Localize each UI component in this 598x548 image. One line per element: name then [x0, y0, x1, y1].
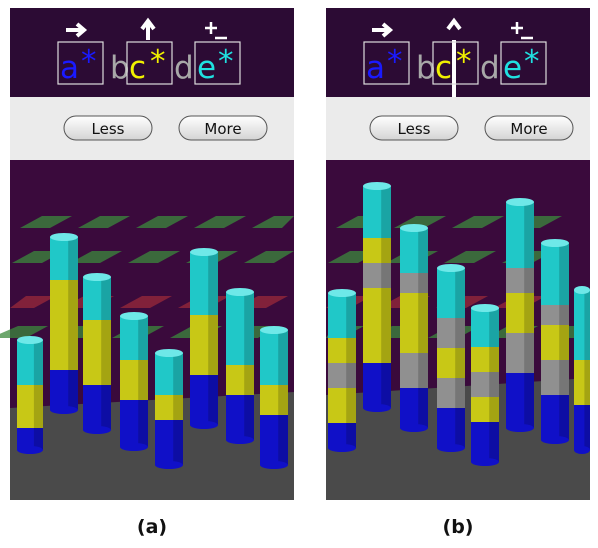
column-shade	[244, 292, 254, 440]
column-shade	[584, 290, 590, 450]
button-label[interactable]: More	[204, 120, 241, 138]
column	[83, 273, 111, 434]
column	[400, 224, 428, 432]
column-bottom	[400, 424, 428, 432]
button[interactable]: More	[485, 116, 573, 140]
panel: a*bc*de*LessMore(a)	[0, 8, 294, 538]
caption: (b)	[443, 516, 474, 538]
button-label[interactable]: Less	[92, 120, 125, 138]
button[interactable]: Less	[370, 116, 458, 140]
page: body { margin: 0; width: 598px; height: …	[0, 0, 598, 544]
column-bottom	[574, 446, 590, 454]
column-shade	[138, 316, 148, 447]
column-top	[190, 248, 218, 256]
column-bottom	[328, 444, 356, 452]
column-top	[226, 288, 254, 296]
button-label[interactable]: More	[510, 120, 547, 138]
column	[328, 289, 356, 452]
column	[363, 182, 391, 412]
column-bottom	[471, 458, 499, 466]
body: {"panels": [ {"query": {"tokens": [{"let…	[0, 0, 598, 544]
token-letter: d	[174, 50, 194, 86]
column-shade	[346, 293, 356, 448]
column-top	[260, 326, 288, 334]
column-bottom	[506, 424, 534, 432]
column-shade	[455, 268, 465, 448]
column-bottom	[190, 421, 218, 429]
token-letter: a	[60, 50, 79, 86]
column-top	[541, 239, 569, 247]
column-top	[17, 336, 43, 344]
column	[226, 288, 254, 444]
column	[120, 312, 148, 451]
column-top	[328, 289, 356, 297]
column	[574, 286, 590, 454]
column-bottom	[363, 404, 391, 412]
token-letter: d	[480, 50, 500, 86]
token-mark: *	[456, 44, 472, 80]
column-bottom	[155, 461, 183, 469]
column-bottom	[226, 436, 254, 444]
column-shade	[381, 186, 391, 408]
column-bottom	[260, 461, 288, 469]
token-letter: e	[503, 50, 522, 86]
column	[260, 326, 288, 469]
column-top	[437, 264, 465, 272]
column-shade	[524, 202, 534, 428]
figure: a*bc*de*LessMore(a)a*bc*de*LessMore(b)	[0, 0, 598, 544]
column-top	[506, 198, 534, 206]
column-bottom	[17, 446, 43, 454]
token-mark: *	[150, 44, 166, 80]
column	[437, 264, 465, 452]
column	[506, 198, 534, 432]
token-letter: e	[197, 50, 216, 86]
column-shade	[34, 340, 43, 450]
column	[541, 239, 569, 444]
column-top	[120, 312, 148, 320]
column-bottom	[437, 444, 465, 452]
column-shade	[208, 252, 218, 425]
column-shade	[278, 330, 288, 465]
token-letter: c	[129, 50, 146, 86]
column-bottom	[120, 443, 148, 451]
column-top	[574, 286, 590, 294]
column	[155, 349, 183, 469]
token-letter: c	[435, 50, 452, 86]
token-letter: a	[366, 50, 385, 86]
button[interactable]: More	[179, 116, 267, 140]
column-top	[83, 273, 111, 281]
button-label[interactable]: Less	[398, 120, 431, 138]
token-mark: *	[387, 44, 403, 80]
column-shade	[101, 277, 111, 430]
column-bottom	[50, 406, 78, 414]
column-top	[50, 233, 78, 241]
column-shade	[173, 353, 183, 465]
column-top	[471, 304, 499, 312]
column-top	[400, 224, 428, 232]
column-shade	[68, 237, 78, 410]
column-top	[363, 182, 391, 190]
token-mark: *	[81, 44, 97, 80]
token-mark: *	[218, 44, 234, 80]
column	[17, 336, 43, 454]
column-shade	[418, 228, 428, 428]
column	[50, 233, 78, 414]
button[interactable]: Less	[64, 116, 152, 140]
token-mark: *	[524, 44, 540, 80]
column-shade	[489, 308, 499, 462]
column	[190, 248, 218, 429]
column	[471, 304, 499, 466]
caption: (a)	[137, 516, 167, 538]
column-bottom	[83, 426, 111, 434]
column-shade	[559, 243, 569, 440]
column-top	[155, 349, 183, 357]
column-bottom	[541, 436, 569, 444]
